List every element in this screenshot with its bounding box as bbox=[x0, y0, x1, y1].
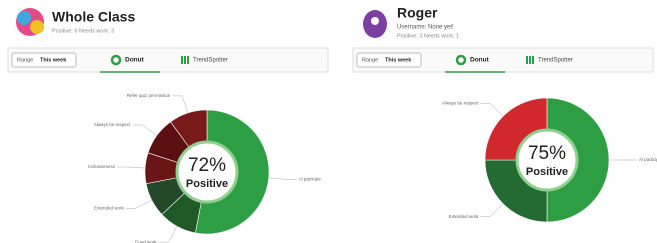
tab[interactable]: Donut bbox=[125, 57, 145, 64]
segment-label: Good work bbox=[135, 239, 158, 243]
leader-line bbox=[132, 125, 157, 136]
center-label: Positive bbox=[526, 166, 568, 178]
segment-label: Always be respect bbox=[442, 101, 479, 106]
leader-line bbox=[480, 204, 503, 217]
tab[interactable]: TrendSpotter bbox=[538, 58, 573, 64]
trend-icon bbox=[184, 56, 186, 64]
tab[interactable]: TrendSpotter bbox=[193, 58, 228, 64]
center-label: Positive bbox=[186, 178, 228, 190]
trend-icon bbox=[187, 56, 189, 64]
range-label: Range bbox=[362, 57, 378, 63]
segment-label: Always be respect bbox=[94, 122, 131, 127]
trend-icon bbox=[529, 56, 531, 64]
screen: Whole Class Positive: 6 Needs work: 3 Rang… bbox=[0, 0, 657, 243]
leader-line bbox=[480, 103, 503, 116]
trend-icon bbox=[181, 56, 183, 64]
center-value: 72% bbox=[188, 155, 226, 176]
leader-line bbox=[269, 178, 297, 180]
avatar bbox=[17, 11, 31, 25]
range-value: This week bbox=[385, 57, 412, 63]
leader-line bbox=[117, 167, 145, 168]
panel-title: Roger bbox=[397, 5, 438, 21]
trend-icon bbox=[526, 56, 528, 64]
avatar bbox=[371, 17, 379, 25]
leader-line bbox=[126, 200, 152, 208]
segment-label: Refer quiz permission bbox=[127, 93, 171, 98]
leader-line bbox=[172, 96, 188, 113]
range-value: This week bbox=[40, 57, 67, 63]
segment-label: Inclusiveness bbox=[88, 164, 116, 169]
segment-label: Al participe bbox=[639, 157, 657, 162]
center-value: 75% bbox=[528, 143, 566, 164]
leader-line bbox=[158, 226, 177, 242]
panel-stats: Positive: 3 Needs work: 1 bbox=[397, 33, 459, 39]
panel-subtitle: Username: None yet! bbox=[397, 25, 454, 31]
range-label: Range bbox=[17, 57, 33, 63]
avatar bbox=[30, 20, 44, 34]
segment-label: Extended work bbox=[94, 206, 125, 211]
tab[interactable]: Donut bbox=[470, 57, 490, 64]
segment-label: Extended work bbox=[449, 214, 480, 219]
panel-title: Whole Class bbox=[52, 9, 135, 25]
panel-stats: Positive: 6 Needs work: 3 bbox=[52, 28, 114, 34]
segment-label: Al participe bbox=[299, 177, 322, 182]
trend-icon bbox=[532, 56, 534, 64]
